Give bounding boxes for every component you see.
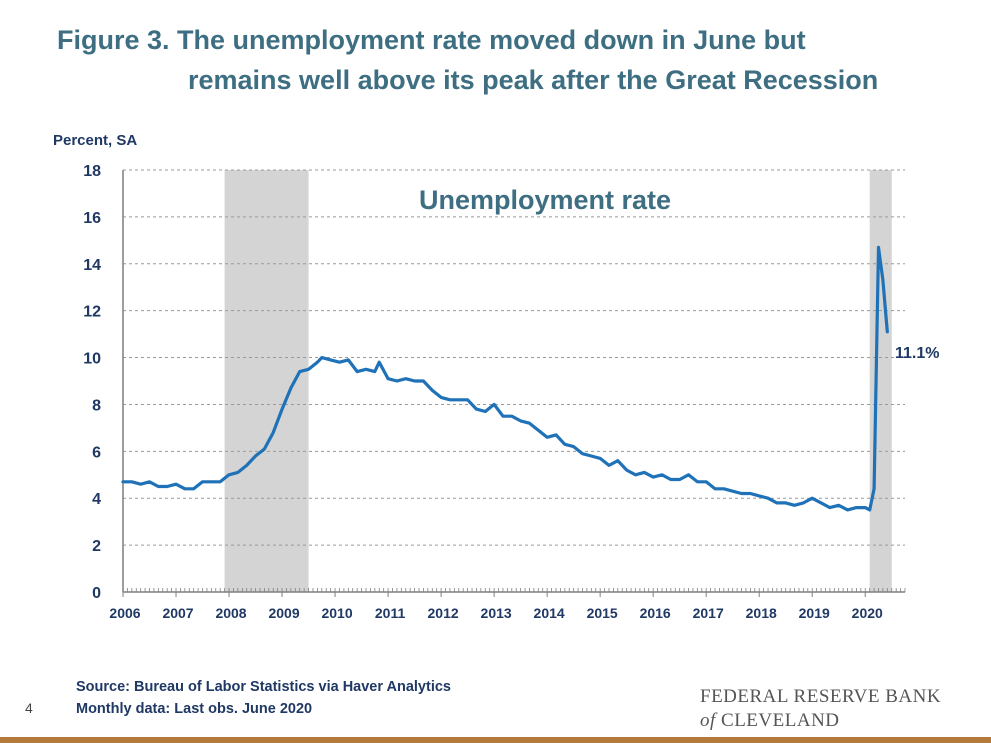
source-line: Source: Bureau of Labor Statistics via H…	[76, 679, 451, 695]
y-tick-label: 12	[83, 304, 101, 321]
y-tick-label: 2	[92, 538, 101, 555]
title-line-2: remains well above its peak after the Gr…	[188, 65, 879, 95]
fed-cleveland-logo: FEDERAL RESERVE BANK of CLEVELAND	[700, 685, 941, 733]
x-tick-label: 2013	[481, 605, 512, 621]
series-unemployment-rate	[121, 245, 889, 512]
bottom-rule	[0, 737, 991, 743]
y-tick-label: 10	[83, 351, 101, 368]
series-line-0	[121, 245, 889, 512]
series-title: Unemployment rate	[419, 185, 671, 215]
x-tick-label: 2018	[746, 605, 777, 621]
x-tick-label: 2017	[693, 605, 724, 621]
x-tick-label: 2012	[428, 605, 459, 621]
logo-line-2: CLEVELAND	[721, 710, 840, 731]
y-axis-label: Percent, SA	[53, 132, 137, 149]
axes: 2006 2007 2008 2009 2010 2011 2012 2013 2014 2015…	[109, 170, 906, 621]
logo-line-1: FEDERAL RESERVE BANK	[700, 686, 942, 707]
title-line-1: Figure 3. The unemployment rate moved do…	[57, 25, 806, 55]
page-number: 4	[25, 700, 33, 716]
last-value-label: 11.1%	[895, 345, 939, 362]
chart-title: Figure 3. The unemployment rate moved do…	[57, 20, 878, 100]
x-tick-label: 2015	[587, 605, 618, 621]
data-note: Monthly data: Last obs. June 2020	[76, 701, 313, 717]
y-tick-label: 16	[83, 210, 101, 227]
y-tick-label: 6	[92, 444, 101, 461]
y-tick-label: 18	[83, 163, 101, 180]
recession-band-1	[869, 170, 892, 592]
x-tick-label: 2008	[215, 605, 246, 621]
logo-of: of	[700, 710, 716, 731]
x-tick-label: 2016	[640, 605, 671, 621]
x-tick-label: 2009	[268, 605, 299, 621]
recession-shading	[224, 170, 892, 592]
unemployment-chart: Percent, SA 0 2 4 6 8 10 12 14 16 18 2006 2007 2008…	[53, 132, 939, 621]
x-tick-label: 2011	[375, 605, 406, 621]
x-tick-label: 2007	[162, 605, 193, 621]
x-tick-label: 2014	[534, 605, 565, 621]
gridlines: 0 2 4 6 8 10 12 14 16 18	[83, 163, 905, 602]
x-tick-label: 2019	[799, 605, 830, 621]
x-tick-label: 2010	[321, 605, 352, 621]
x-tick-label: 2020	[852, 605, 883, 621]
x-tick-label: 2006	[109, 605, 140, 621]
y-tick-label: 0	[92, 585, 101, 602]
y-tick-label: 8	[92, 397, 101, 414]
source-notes: Source: Bureau of Labor Statistics via H…	[76, 676, 451, 720]
y-tick-label: 14	[83, 257, 101, 274]
y-tick-label: 4	[92, 491, 101, 508]
